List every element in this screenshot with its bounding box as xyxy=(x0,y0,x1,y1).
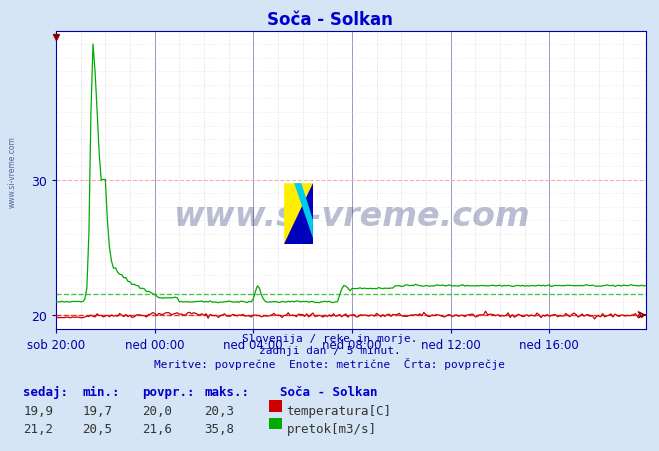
Text: 19,7: 19,7 xyxy=(82,404,113,417)
Text: 20,3: 20,3 xyxy=(204,404,235,417)
Text: temperatura[C]: temperatura[C] xyxy=(287,404,391,417)
Text: 20,0: 20,0 xyxy=(142,404,172,417)
Text: maks.:: maks.: xyxy=(204,386,249,399)
Polygon shape xyxy=(284,184,313,244)
Polygon shape xyxy=(284,184,313,244)
Text: 21,6: 21,6 xyxy=(142,422,172,435)
Text: pretok[m3/s]: pretok[m3/s] xyxy=(287,422,377,435)
Text: 20,5: 20,5 xyxy=(82,422,113,435)
Text: 21,2: 21,2 xyxy=(23,422,53,435)
Text: Slovenija / reke in morje.: Slovenija / reke in morje. xyxy=(242,333,417,343)
Text: Soča - Solkan: Soča - Solkan xyxy=(280,386,378,399)
Text: Meritve: povprečne  Enote: metrične  Črta: povprečje: Meritve: povprečne Enote: metrične Črta:… xyxy=(154,357,505,369)
Text: www.si-vreme.com: www.si-vreme.com xyxy=(173,200,529,233)
Text: povpr.:: povpr.: xyxy=(142,386,194,399)
Polygon shape xyxy=(294,184,313,239)
Text: zadnji dan / 5 minut.: zadnji dan / 5 minut. xyxy=(258,345,401,355)
Text: min.:: min.: xyxy=(82,386,120,399)
Text: 35,8: 35,8 xyxy=(204,422,235,435)
Text: sedaj:: sedaj: xyxy=(23,386,68,399)
Text: Soča - Solkan: Soča - Solkan xyxy=(266,11,393,29)
Text: 19,9: 19,9 xyxy=(23,404,53,417)
Text: www.si-vreme.com: www.si-vreme.com xyxy=(8,135,17,207)
